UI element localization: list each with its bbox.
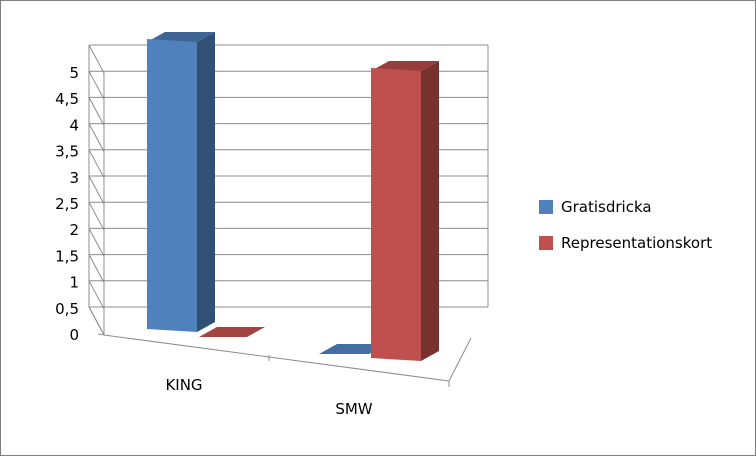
floor-left-edge <box>88 306 105 336</box>
legend-label: Gratisdricka <box>561 198 652 216</box>
side-gridline <box>88 280 105 310</box>
side-gridline <box>88 70 105 100</box>
y-tick-label: 3 <box>69 169 79 187</box>
y-tick-label: 4 <box>69 116 79 134</box>
bar <box>371 68 421 361</box>
y-tick-label: 4,5 <box>55 90 79 108</box>
y-tick-label: 2,5 <box>55 195 79 213</box>
bar-top <box>199 327 265 337</box>
bar-top <box>319 344 387 354</box>
side-gridline <box>88 97 105 126</box>
y-tick-label: 0,5 <box>55 300 79 318</box>
y-tick-label: 5 <box>69 64 79 82</box>
legend-label: Representationskort <box>561 234 712 252</box>
floor-front-edge <box>103 334 450 382</box>
bar <box>147 39 197 332</box>
x-tick-label: SMW <box>335 400 372 418</box>
floor-right-edge <box>448 337 472 382</box>
y-tick-label: 3,5 <box>55 143 79 161</box>
bar-top <box>147 32 215 42</box>
y-tick-label: 1 <box>69 274 79 292</box>
side-gridline <box>88 201 105 231</box>
y-tick-label: 1,5 <box>55 247 79 265</box>
bar-side <box>197 32 215 332</box>
legend-swatch <box>539 236 553 250</box>
side-gridline <box>88 44 105 74</box>
side-gridline <box>88 254 105 283</box>
y-tick-label: 2 <box>69 221 79 239</box>
side-gridline <box>88 228 105 257</box>
side-gridline <box>88 175 105 205</box>
bar-top <box>371 61 439 71</box>
x-axis-tick <box>97 333 105 336</box>
x-tick-label: KING <box>165 376 202 394</box>
bar-side <box>421 61 439 361</box>
legend-swatch <box>539 200 553 214</box>
side-gridline <box>88 123 105 152</box>
side-gridline <box>88 149 105 179</box>
y-tick-label: 0 <box>69 326 79 344</box>
